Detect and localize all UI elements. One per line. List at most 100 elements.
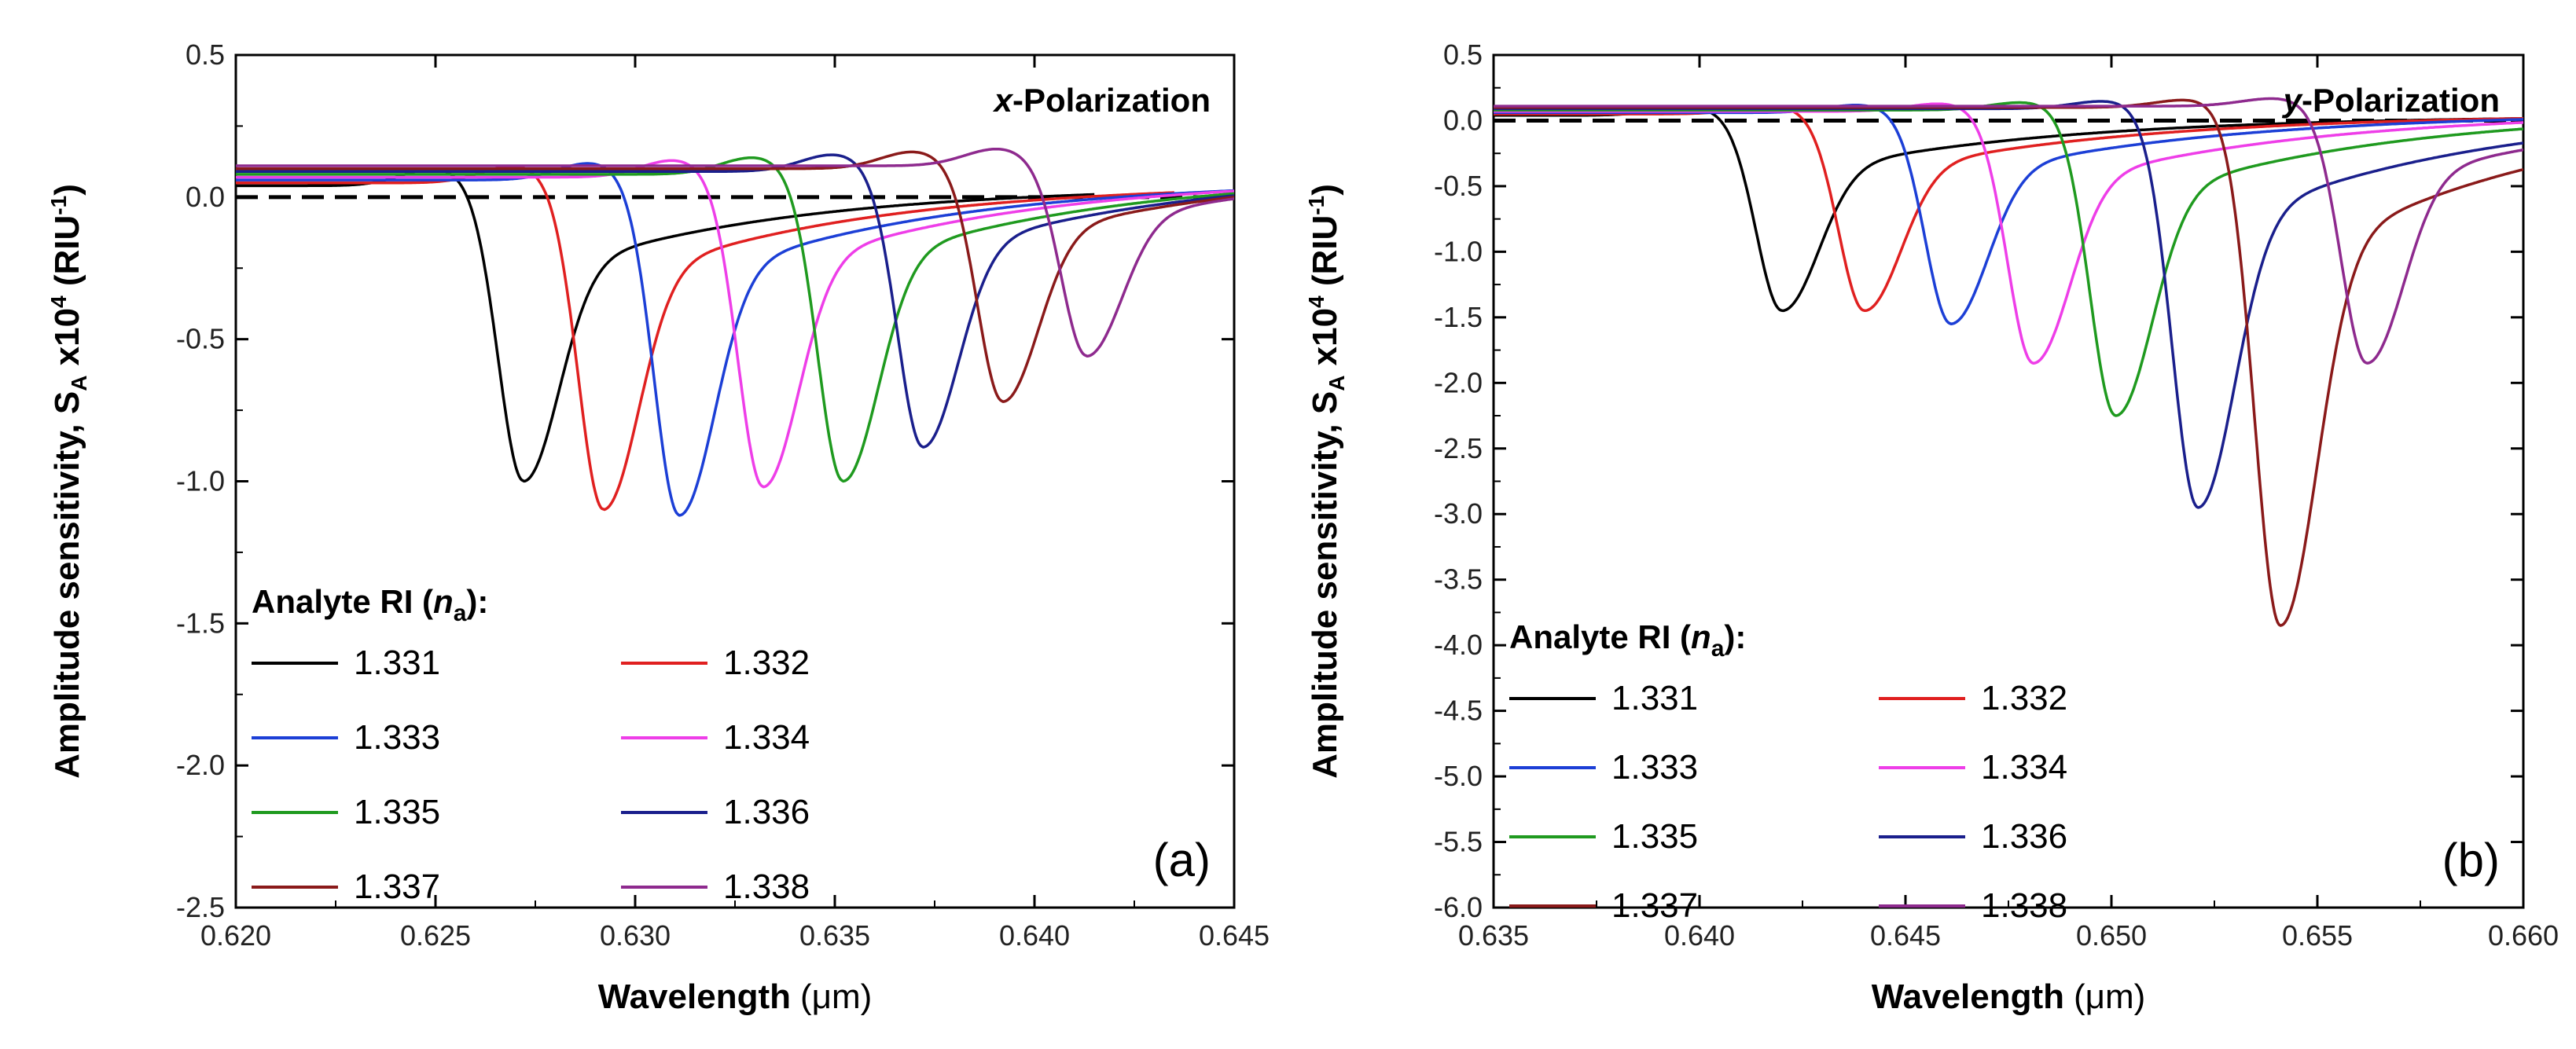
y-tick-label: -6.0	[1434, 891, 1483, 923]
y-axis-title-close: )	[1306, 184, 1344, 196]
series-line-1-336	[236, 153, 1234, 449]
x-tick-label: 0.625	[400, 919, 471, 952]
series-line-1-334	[1494, 102, 2523, 365]
legend-entry-1-333: 1.333	[1611, 748, 1698, 787]
legend-title-var: n	[433, 583, 454, 620]
legend-entry-1-332: 1.332	[723, 644, 810, 682]
x-tick-label: 0.635	[799, 919, 870, 952]
y-tick-label: -2.5	[1434, 432, 1483, 464]
x-tick-label: 0.645	[1870, 919, 1941, 952]
y-axis-title-unit: (RIU	[48, 215, 86, 296]
series-line-1-337	[236, 150, 1234, 403]
y-axis-title-exp: 4	[1304, 295, 1328, 308]
y-axis-title-text: Amplitude sensitivity,	[48, 414, 86, 779]
legend-title-sub: a	[454, 600, 467, 626]
panel-label: (a)	[1153, 834, 1211, 886]
legend-entry-1-336: 1.336	[723, 793, 810, 831]
y-tick-label: -5.5	[1434, 826, 1483, 858]
panel-label: (b)	[2442, 834, 2500, 886]
y-tick-label: -1.0	[1434, 235, 1483, 267]
y-tick-label: -1.5	[176, 607, 225, 639]
x-tick-label: 0.650	[2076, 919, 2147, 952]
series-group	[1494, 97, 2523, 627]
legend-entry-1-335: 1.335	[1611, 817, 1698, 856]
y-tick-label: -0.5	[176, 323, 225, 355]
x-tick-label: 0.645	[1199, 919, 1270, 952]
legend-entry-1-337: 1.337	[354, 867, 440, 906]
y-axis-title-sub: A	[1325, 376, 1349, 391]
y-tick-label: -0.5	[1434, 170, 1483, 202]
legend-entry-1-332: 1.332	[1981, 679, 2067, 717]
y-axis-title-text: Amplitude sensitivity,	[1306, 414, 1344, 779]
y-axis-title-sub: A	[67, 376, 91, 391]
series-line-1-331	[236, 167, 1095, 483]
y-tick-label: -4.0	[1434, 629, 1483, 661]
y-axis-title-unit: (RIU	[1306, 215, 1344, 296]
y-tick-label: -2.0	[1434, 366, 1483, 398]
series-line-1-336	[1494, 100, 2523, 509]
y-tick-label: 0.5	[1443, 39, 1483, 71]
x-axis-title: Wavelength (μm)	[1872, 977, 2146, 1016]
x-tick-label: 0.640	[999, 919, 1070, 952]
y-axis-title-exp: 4	[46, 295, 71, 308]
polarization-axis: x	[993, 82, 1014, 119]
polarization-label: y-Polarization	[2282, 82, 2500, 119]
y-tick-label: -1.0	[176, 465, 225, 497]
chart-panel-a: 0.620 0.625 0.630 0.635 0.640 0.645 -2.5 -2.0 -1…	[46, 39, 1270, 1016]
y-axis-title-close: )	[48, 184, 86, 196]
y-axis-title-mult: x10	[1306, 308, 1344, 376]
series-line-1-334	[236, 159, 1234, 489]
y-axis-title-unit-exp: -1	[46, 196, 71, 215]
polarization-text: -Polarization	[2302, 82, 2500, 119]
legend-entry-1-334: 1.334	[1981, 748, 2067, 787]
x-tick-label: 0.620	[200, 919, 271, 952]
legend-title: Analyte RI (na):	[1509, 618, 1746, 662]
x-axis-title: Wavelength (μm)	[598, 977, 873, 1016]
x-axis-title-text: Wavelength	[598, 977, 791, 1016]
legend-title-text: Analyte RI (	[252, 583, 433, 620]
polarization-label: x-Polarization	[993, 82, 1211, 119]
y-tick-label: -3.5	[1434, 563, 1483, 596]
legend-entry-1-337: 1.337	[1611, 886, 1698, 925]
y-axis-title-mult: x10	[48, 308, 86, 376]
series-line-1-333	[1494, 104, 2523, 325]
legend-entry-1-338: 1.338	[723, 867, 810, 906]
y-tick-label: -3.0	[1434, 497, 1483, 530]
series-group	[236, 147, 1234, 517]
legend-entry-1-338: 1.338	[1981, 886, 2067, 925]
y-tick-label: -4.5	[1434, 695, 1483, 727]
x-tick-label: 0.660	[2488, 919, 2559, 952]
y-axis-title-var: S	[48, 391, 86, 414]
legend-title-var: n	[1691, 618, 1711, 655]
legend-title-sub: a	[1711, 636, 1725, 662]
polarization-text: -Polarization	[1012, 82, 1211, 119]
legend-title-suffix: ):	[466, 583, 488, 620]
y-tick-label: 0.0	[186, 181, 225, 213]
y-axis-title: Amplitude sensitivity, SA x104 (RIU-1)	[1304, 184, 1349, 779]
y-tick-label: 0.0	[1443, 104, 1483, 136]
polarization-axis: y	[2282, 82, 2304, 119]
x-tick-label: 0.640	[1664, 919, 1735, 952]
y-axis-title: Amplitude sensitivity, SA x104 (RIU-1)	[46, 184, 91, 779]
y-tick-label: -1.5	[1434, 301, 1483, 333]
y-tick-label: -2.0	[176, 749, 225, 781]
legend-entry-1-336: 1.336	[1981, 817, 2067, 856]
chart-panel-b: 0.635 0.640 0.645 0.650 0.655 0.660 -6.0 -5.5 -5…	[1304, 39, 2559, 1016]
x-tick-label: 0.655	[2282, 919, 2353, 952]
legend-entry-1-334: 1.334	[723, 718, 810, 757]
legend-title-suffix: ):	[1724, 618, 1746, 655]
x-tick-label: 0.630	[600, 919, 671, 952]
series-line-1-335	[236, 156, 1234, 483]
y-tick-label: 0.5	[186, 39, 225, 71]
legend-entry-1-333: 1.333	[354, 718, 440, 757]
series-line-1-332	[236, 164, 1174, 512]
legend-title-text: Analyte RI (	[1509, 618, 1691, 655]
x-tick-label: 0.635	[1458, 919, 1529, 952]
x-axis-title-text: Wavelength	[1872, 977, 2064, 1016]
legend-entry-1-335: 1.335	[354, 793, 440, 831]
y-tick-label: -2.5	[176, 891, 225, 923]
series-line-1-338	[1494, 97, 2523, 365]
y-axis-title-unit-exp: -1	[1304, 196, 1328, 215]
legend-title: Analyte RI (na):	[252, 583, 488, 626]
